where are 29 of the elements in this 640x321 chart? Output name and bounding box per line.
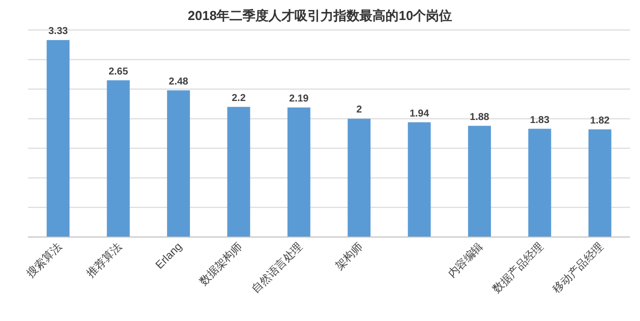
bar	[408, 122, 431, 237]
x-tick-label: 搜索算法	[24, 240, 64, 280]
x-tick-label: 数据产品经理	[490, 240, 546, 296]
x-tick-label: 推荐算法	[84, 240, 124, 280]
data-label: 2.48	[168, 76, 189, 88]
bar	[588, 129, 612, 237]
data-label: 2.19	[289, 93, 310, 104]
bar	[468, 126, 491, 237]
data-label: 1.94	[410, 108, 430, 120]
x-tick-label: 架构师	[332, 240, 366, 272]
x-tick-label: 自然语言处理	[249, 240, 306, 296]
data-label: 1.83	[530, 114, 550, 126]
chart-title: 2018年二季度人才吸引力指数最高的10个岗位	[188, 8, 452, 23]
data-label: 2.2	[232, 92, 246, 104]
bar	[46, 40, 70, 237]
x-tick-label: 内容编辑	[445, 240, 486, 280]
data-label: 1.88	[470, 112, 490, 123]
x-tick-label: 数据架构师	[196, 240, 245, 288]
data-label: 3.33	[48, 26, 68, 38]
data-label: 2.65	[108, 66, 128, 78]
bar	[167, 90, 190, 237]
bar	[227, 106, 250, 237]
x-tick-label: 移动产品经理	[550, 240, 606, 296]
data-label: 1.82	[590, 115, 610, 126]
bar	[287, 107, 310, 237]
bar	[348, 118, 371, 237]
bar	[106, 80, 130, 237]
bar	[528, 128, 552, 237]
data-label: 2	[356, 104, 362, 116]
